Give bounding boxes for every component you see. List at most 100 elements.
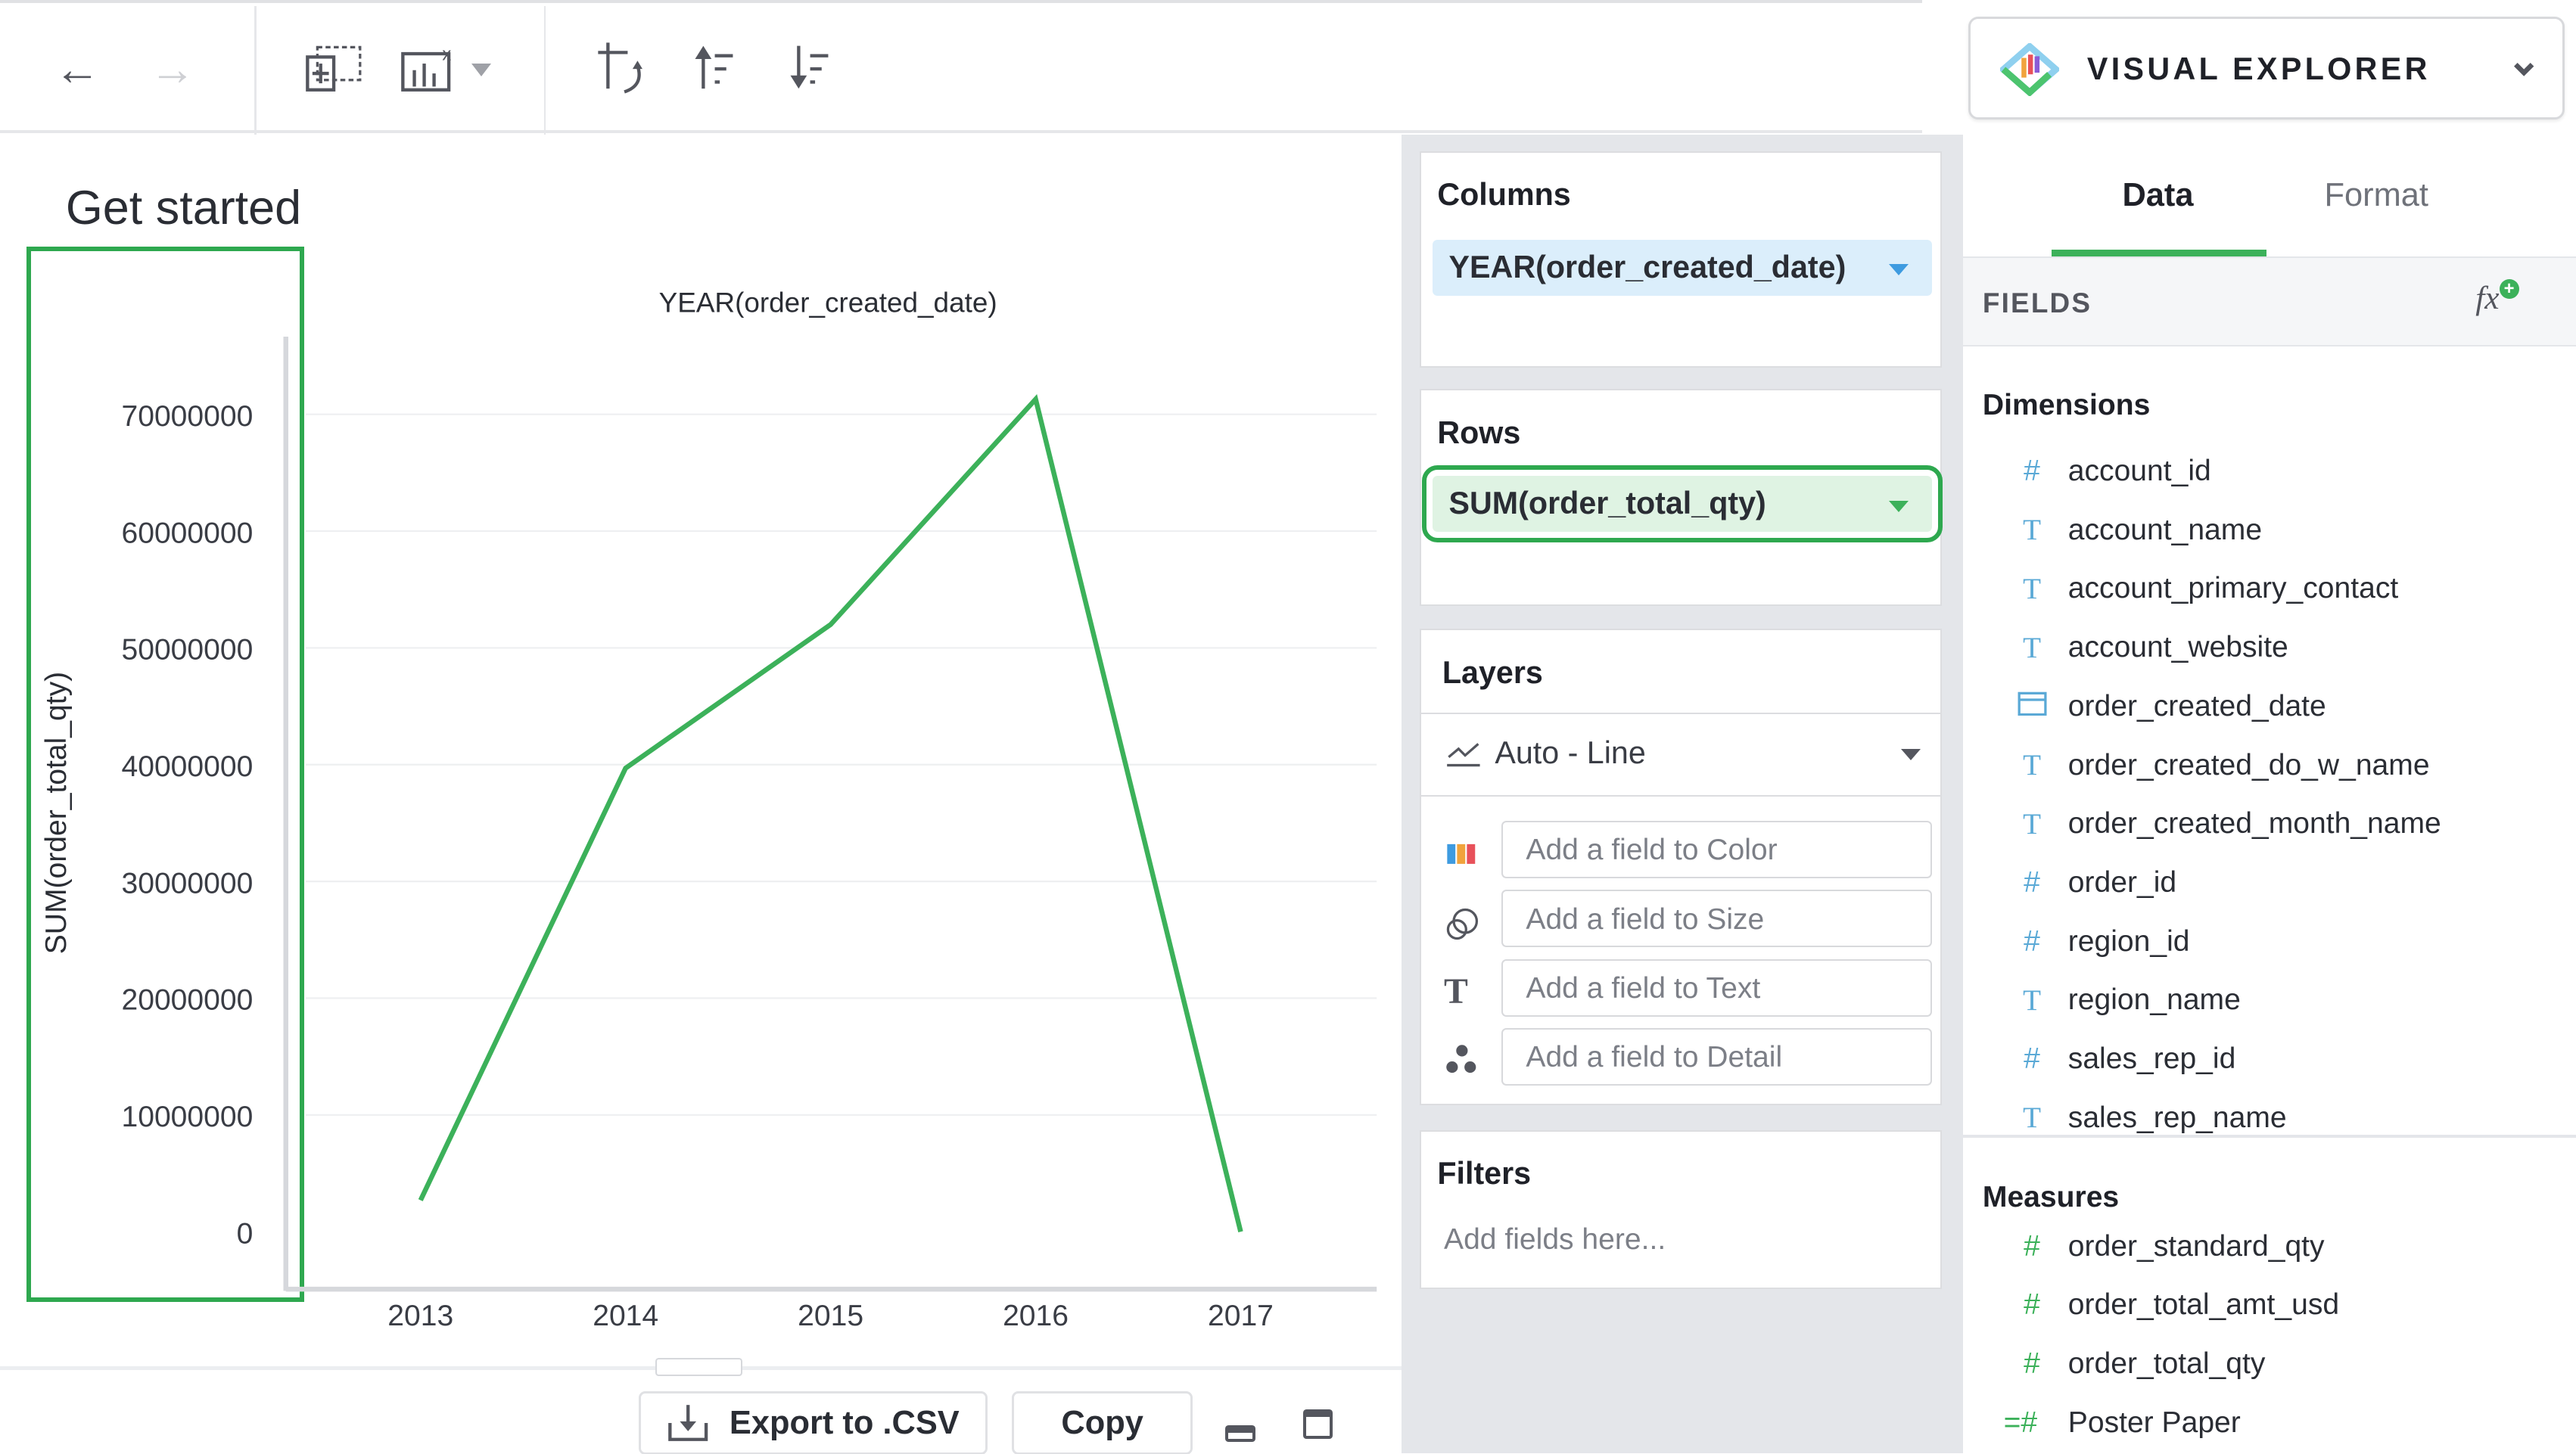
- chevron-down-icon[interactable]: [471, 64, 492, 76]
- resize-handle[interactable]: [655, 1358, 743, 1377]
- field-item[interactable]: # order_id: [2009, 858, 2176, 907]
- layers-title: Layers: [1442, 655, 1543, 690]
- text-type-icon: T: [2023, 983, 2041, 1017]
- chart-title: YEAR(order_created_date): [659, 287, 997, 318]
- text-type-icon: T: [2023, 749, 2041, 782]
- y-tick-label: 0: [237, 1217, 254, 1250]
- tab-format[interactable]: Format: [2324, 177, 2428, 214]
- field-name: order_total_amt_usd: [2067, 1288, 2340, 1322]
- field-item[interactable]: =# Poster Paper: [2003, 1398, 2241, 1447]
- measures-heading: Measures: [1982, 1180, 2120, 1213]
- add-sheet-icon[interactable]: [304, 39, 363, 98]
- clear-chart-icon[interactable]: x: [400, 39, 459, 98]
- y-tick-label: 40000000: [122, 750, 254, 783]
- chevron-down-icon[interactable]: [1889, 500, 1909, 512]
- field-item[interactable]: # account_id: [2009, 446, 2211, 496]
- collapse-panel-icon[interactable]: [1225, 1425, 1255, 1443]
- color-field-input[interactable]: Add a field to Color: [1501, 821, 1932, 879]
- field-name: Poster Paper: [2067, 1406, 2241, 1439]
- field-name: order_created_date: [2067, 689, 2326, 722]
- app-switcher[interactable]: VISUAL EXPLORER: [1968, 16, 2565, 120]
- chevron-down-icon[interactable]: [2512, 61, 2535, 78]
- size-icon: [1444, 905, 1480, 941]
- text-type-icon: T: [2023, 514, 2041, 547]
- x-tick-label: 2014: [593, 1300, 658, 1332]
- y-axis-label: SUM(order_total_qty): [40, 672, 73, 954]
- number-type-icon: #: [2024, 924, 2040, 958]
- field-item[interactable]: # order_total_qty: [2009, 1340, 2265, 1389]
- add-calculated-field-icon[interactable]: fx +: [2475, 278, 2519, 317]
- number-type-icon: #: [2024, 1042, 2040, 1076]
- text-field-input[interactable]: Add a field to Text: [1501, 958, 1932, 1017]
- field-name: sales_rep_name: [2067, 1101, 2287, 1134]
- app-switcher-title: VISUAL EXPLORER: [2086, 51, 2431, 87]
- data-panel: Data Format FIELDS fx + Dimensions # accou…: [1959, 135, 2576, 1454]
- download-icon: [668, 1405, 708, 1441]
- filters-shelf[interactable]: Filters Add fields here...: [1419, 1129, 1942, 1290]
- y-tick-label: 20000000: [122, 984, 254, 1017]
- detail-field-input[interactable]: Add a field to Detail: [1501, 1027, 1932, 1086]
- y-tick-label: 30000000: [122, 867, 254, 899]
- x-tick-label: 2015: [798, 1300, 863, 1332]
- text-type-icon: T: [2023, 631, 2041, 664]
- columns-pill[interactable]: YEAR(order_created_date): [1432, 239, 1932, 296]
- rows-pill-label: SUM(order_total_qty): [1448, 486, 1766, 521]
- filters-title: Filters: [1437, 1156, 1532, 1191]
- field-item[interactable]: # sales_rep_id: [2009, 1035, 2236, 1084]
- sort-ascending-icon[interactable]: [690, 39, 749, 98]
- field-name: region_name: [2067, 983, 2241, 1017]
- field-name: order_id: [2067, 866, 2177, 899]
- svg-text:x: x: [442, 45, 451, 65]
- field-item[interactable]: # order_total_amt_usd: [2009, 1281, 2339, 1330]
- text-type-icon: T: [2023, 807, 2041, 840]
- field-name: account_name: [2067, 513, 2263, 546]
- export-csv-label: Export to .CSV: [729, 1404, 960, 1441]
- copy-button[interactable]: Copy: [1012, 1390, 1193, 1454]
- mark-type-dropdown[interactable]: Auto - Line: [1421, 713, 1940, 795]
- number-type-icon: #: [2024, 1347, 2040, 1381]
- field-name: order_created_month_name: [2067, 807, 2441, 840]
- chart-panel: Get started YEAR(order_created_date) 0 100…: [0, 135, 1402, 1454]
- calculated-number-icon: =#: [2003, 1406, 2038, 1439]
- toolbar: ← → x: [0, 0, 1922, 135]
- y-tick-label: 50000000: [122, 634, 254, 666]
- sort-descending-icon[interactable]: [786, 39, 845, 98]
- field-item[interactable]: # region_id: [2009, 917, 2190, 966]
- chevron-down-icon[interactable]: [1889, 264, 1909, 276]
- line-chart-icon: [1447, 742, 1480, 767]
- fields-header: FIELDS fx +: [1962, 256, 2576, 347]
- size-field-input[interactable]: Add a field to Size: [1501, 890, 1932, 948]
- copy-label: Copy: [1061, 1404, 1143, 1441]
- x-tick-label: 2016: [1003, 1300, 1069, 1332]
- chevron-down-icon[interactable]: [1900, 748, 1921, 760]
- field-name: account_id: [2067, 455, 2211, 488]
- arrow-right-icon[interactable]: →: [149, 42, 196, 95]
- rows-shelf[interactable]: Rows SUM(order_total_qty): [1419, 389, 1943, 607]
- visual-explorer-logo-icon: [1999, 43, 2059, 96]
- field-item[interactable]: order_created_date: [2009, 682, 2326, 731]
- color-icon: [1444, 836, 1480, 872]
- toolbar-divider: [543, 6, 546, 135]
- export-csv-button[interactable]: Export to .CSV: [639, 1390, 988, 1454]
- arrow-left-icon[interactable]: ←: [54, 42, 101, 95]
- filters-placeholder: Add fields here...: [1444, 1223, 1666, 1257]
- number-type-icon: #: [2024, 1288, 2040, 1322]
- tab-data[interactable]: Data: [2122, 177, 2194, 214]
- shelves-panel: Columns YEAR(order_created_date) Rows SU…: [1401, 135, 1960, 1454]
- field-item[interactable]: # order_standard_qty: [2009, 1222, 2325, 1271]
- columns-shelf[interactable]: Columns YEAR(order_created_date): [1419, 151, 1942, 368]
- swap-axes-icon[interactable]: [595, 39, 654, 98]
- field-name: region_id: [2067, 924, 2190, 958]
- rows-pill[interactable]: SUM(order_total_qty): [1421, 464, 1943, 543]
- field-name: sales_rep_id: [2067, 1042, 2236, 1076]
- field-name: order_standard_qty: [2067, 1229, 2325, 1263]
- y-tick-label: 60000000: [122, 517, 254, 549]
- expand-panel-icon[interactable]: [1302, 1409, 1333, 1439]
